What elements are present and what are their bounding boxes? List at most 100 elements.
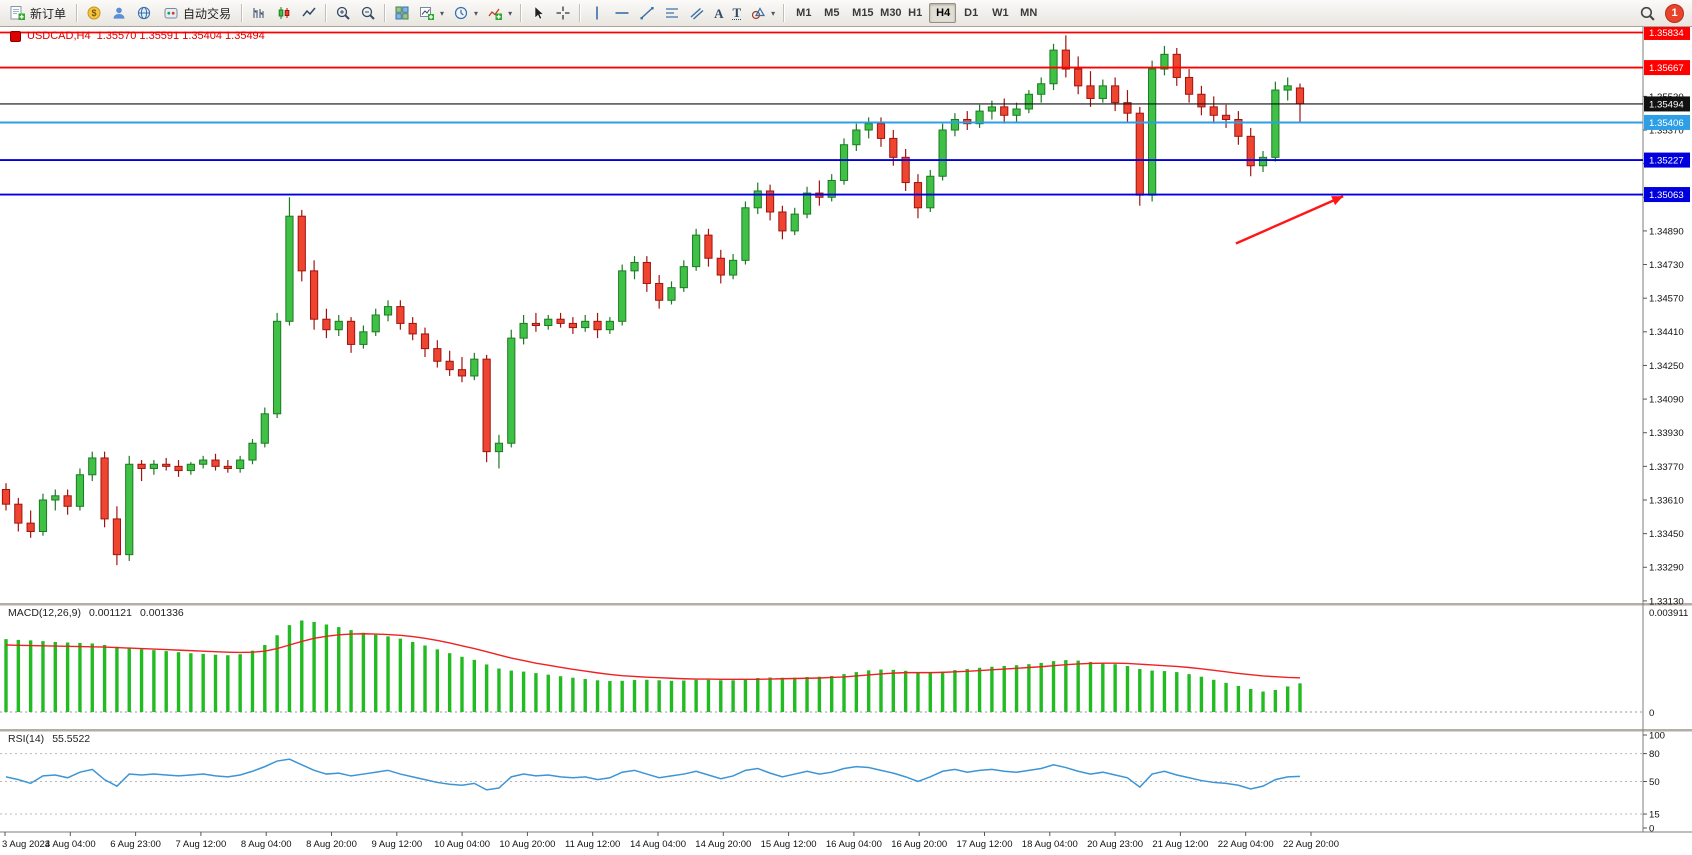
zoom-in-button[interactable] [331, 2, 355, 24]
svg-text:22 Aug 04:00: 22 Aug 04:00 [1218, 839, 1274, 850]
svg-text:21 Aug 12:00: 21 Aug 12:00 [1152, 839, 1208, 850]
price-label: 1.35494 [1644, 96, 1690, 112]
bar-chart-button[interactable] [247, 2, 271, 24]
svg-text:1.34730: 1.34730 [1649, 260, 1684, 271]
timeframe-button-m1[interactable]: M1 [789, 3, 816, 23]
fibonacci-button[interactable] [660, 2, 684, 24]
price-line-labels: 1.35834 1.35667 1.35494 1.35406 1.35227 1.350… [1644, 27, 1690, 203]
svg-text:11 Aug 12:00: 11 Aug 12:00 [565, 839, 620, 850]
svg-text:100: 100 [1649, 730, 1665, 741]
text-icon: A [714, 5, 724, 21]
cursor-icon [534, 5, 545, 20]
svg-text:10 Aug 20:00: 10 Aug 20:00 [499, 839, 555, 850]
svg-text:1.33770: 1.33770 [1649, 462, 1684, 473]
timeframe-button-m15[interactable]: M15 [845, 3, 873, 23]
trendline-icon [640, 7, 654, 20]
svg-text:3 Aug 2023: 3 Aug 2023 [2, 839, 50, 850]
tile-windows-icon [395, 6, 409, 20]
svg-text:1.35063: 1.35063 [1649, 190, 1684, 201]
clock-icon [454, 6, 468, 20]
vertical-line-icon [596, 6, 598, 20]
periods-button[interactable]: ▾ [449, 2, 482, 24]
community-button[interactable] [107, 2, 131, 24]
timeframe-button-m30[interactable]: M30 [873, 3, 901, 23]
fibonacci-icon [666, 8, 679, 18]
candlestick-chart-button[interactable] [272, 2, 296, 24]
svg-text:14 Aug 20:00: 14 Aug 20:00 [695, 839, 751, 850]
svg-text:8 Aug 20:00: 8 Aug 20:00 [306, 839, 357, 850]
channel-button[interactable] [685, 2, 709, 24]
funds-button[interactable]: $ [82, 2, 106, 24]
macd-histogram [0, 620, 1643, 713]
price-label: 1.35667 [1644, 60, 1690, 76]
svg-text:20 Aug 23:00: 20 Aug 23:00 [1087, 839, 1143, 850]
trendline-button[interactable] [635, 2, 659, 24]
search-button[interactable] [1635, 2, 1660, 24]
macd-signal-line [5, 633, 1301, 680]
new-order-button[interactable]: 新订单 [4, 2, 72, 24]
new-chart-button[interactable]: ▾ [415, 2, 448, 24]
shapes-button[interactable]: ▾ [746, 2, 779, 24]
new-order-icon [10, 6, 25, 20]
vertical-line-button[interactable] [585, 2, 609, 24]
timeframe-button-m5[interactable]: M5 [817, 3, 844, 23]
search-icon [1640, 6, 1655, 21]
text-button[interactable]: A [710, 2, 727, 24]
horizontal-line-objects[interactable] [0, 31, 1643, 196]
notifications-button[interactable]: 1 [1661, 2, 1688, 24]
globe-icon [137, 6, 151, 20]
horizontal-line-icon [615, 12, 629, 14]
svg-text:1.35370: 1.35370 [1649, 125, 1684, 136]
shapes-icon [752, 7, 766, 20]
indicators-button[interactable]: ▾ [483, 2, 516, 24]
svg-text:1.35406: 1.35406 [1649, 118, 1684, 129]
macd-axis[interactable]: 0.003911 0 [1649, 608, 1688, 719]
svg-text:1.33130: 1.33130 [1649, 596, 1684, 607]
svg-text:4 Aug 04:00: 4 Aug 04:00 [45, 839, 96, 850]
crosshair-button[interactable] [551, 2, 575, 24]
svg-text:80: 80 [1649, 749, 1660, 760]
svg-text:16 Aug 20:00: 16 Aug 20:00 [891, 839, 947, 850]
toolbar-separator [384, 4, 387, 22]
toolbar-separator [241, 4, 244, 22]
candlestick-chart-icon [278, 7, 290, 19]
svg-text:17 Aug 12:00: 17 Aug 12:00 [957, 839, 1013, 850]
timeframe-button-h1[interactable]: H1 [901, 3, 928, 23]
svg-text:1.33290: 1.33290 [1649, 563, 1684, 574]
svg-text:1.33930: 1.33930 [1649, 428, 1684, 439]
zoom-out-button[interactable] [356, 2, 380, 24]
zoom-out-icon [361, 6, 375, 20]
line-chart-button[interactable] [297, 2, 321, 24]
svg-text:1.33450: 1.33450 [1649, 529, 1684, 540]
svg-text:1.35494: 1.35494 [1649, 100, 1684, 111]
svg-text:1.34410: 1.34410 [1649, 327, 1684, 338]
label-button[interactable]: T [728, 2, 745, 24]
rsi-axis[interactable]: 100 80 50 15 0 [1643, 730, 1665, 834]
candlestick-series [1, 35, 1305, 566]
autotrading-button[interactable]: 自动交易 [157, 2, 237, 24]
svg-text:0.003911: 0.003911 [1649, 608, 1688, 619]
trend-arrow[interactable] [1235, 195, 1344, 245]
timeframe-button-mn[interactable]: MN [1013, 3, 1040, 23]
svg-text:1.33610: 1.33610 [1649, 495, 1684, 506]
zoom-in-icon [336, 6, 350, 20]
timeframe-button-d1[interactable]: D1 [957, 3, 984, 23]
svg-text:10 Aug 04:00: 10 Aug 04:00 [434, 839, 490, 850]
toolbar-separator [579, 4, 582, 22]
tile-windows-button[interactable] [390, 2, 414, 24]
price-label: 1.35406 [1644, 114, 1690, 130]
price-chart[interactable]: 1.355301.353701.352101.350501.348901.347… [0, 27, 1692, 855]
svg-text:22 Aug 20:00: 22 Aug 20:00 [1283, 839, 1339, 850]
notification-badge: 1 [1665, 3, 1684, 23]
timeframe-button-w1[interactable]: W1 [985, 3, 1012, 23]
svg-text:1.35834: 1.35834 [1649, 28, 1684, 39]
svg-text:0: 0 [1649, 823, 1654, 834]
toolbar-separator [783, 4, 786, 22]
horizontal-line-button[interactable] [610, 2, 634, 24]
svg-text:15 Aug 12:00: 15 Aug 12:00 [761, 839, 817, 850]
timeframe-button-h4[interactable]: H4 [929, 3, 957, 23]
news-button[interactable] [132, 2, 156, 24]
cursor-button[interactable] [526, 2, 550, 24]
